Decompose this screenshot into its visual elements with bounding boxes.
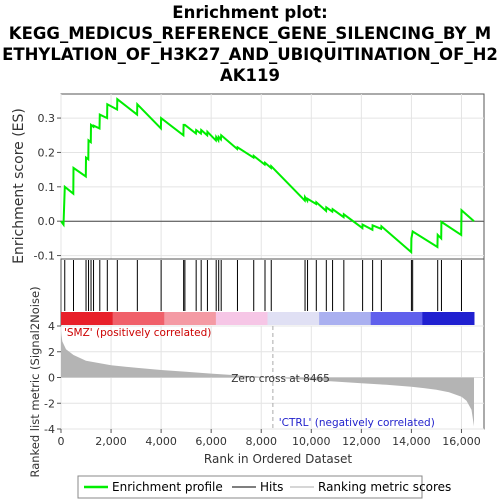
chart-title: Enrichment plot: KEGG_MEDICUS_REFERENCE_… (0, 2, 500, 86)
zero-cross-label: Zero cross at 8465 (231, 373, 330, 385)
legend-label-ranking-metric: Ranking metric scores (318, 480, 451, 494)
x-tick-label: 16,000 (442, 435, 481, 448)
title-line-2: KEGG_MEDICUS_REFERENCE_GENE_SILENCING_BY… (8, 24, 492, 43)
ranking-metric-area (61, 331, 474, 427)
x-tick-label: 0 (58, 435, 65, 448)
heatmap-segment (112, 312, 165, 325)
metric-y-ticks: -4 -2 0 2 4 (44, 320, 61, 436)
metric-tick-label: 2 (48, 346, 55, 359)
es-tick-label: 0.2 (38, 146, 56, 159)
x-tick-label: 4,000 (145, 435, 177, 448)
metric-tick-label: 0 (48, 372, 55, 385)
metric-y-axis-title: Ranked list metric (Signal2Noise) (28, 286, 42, 477)
enrichment-profile-line (60, 97, 475, 255)
title-line-1: Enrichment plot: (172, 3, 328, 22)
legend: Enrichment profile Hits Ranking metric s… (77, 475, 451, 499)
heatmap-segment (215, 312, 268, 325)
metric-tick-label: -2 (44, 397, 55, 410)
es-tick-label: -0.1 (34, 250, 55, 263)
x-ticks: 0 2,000 4,000 6,000 8,000 10,000 12,000 14,000 1… (58, 429, 481, 448)
es-tick-label: 0.0 (38, 215, 56, 228)
metric-tick-label: 4 (48, 320, 55, 333)
x-tick-label: 6,000 (195, 435, 227, 448)
es-panel-frame (60, 93, 485, 260)
x-tick-label: 2,000 (95, 435, 127, 448)
legend-label-enrichment-profile: Enrichment profile (112, 480, 223, 494)
x-axis-title: Rank in Ordered Dataset (204, 452, 352, 466)
hits-group (64, 260, 462, 311)
heatmap-segment (164, 312, 217, 325)
negative-correlation-label: 'CTRL' (negatively correlated) (279, 417, 435, 429)
positive-correlation-label: 'SMZ' (positively correlated) (64, 327, 211, 339)
x-tick-label: 10,000 (292, 435, 331, 448)
heatmap-segment (370, 312, 423, 325)
x-tick-label: 8,000 (245, 435, 277, 448)
x-tick-label: 14,000 (392, 435, 431, 448)
es-y-axis-title: Enrichment score (ES) (11, 108, 27, 264)
x-tick-label: 12,000 (342, 435, 381, 448)
es-tick-label: 0.3 (38, 112, 56, 125)
heatmap-segment (422, 312, 475, 325)
es-y-ticks: -0.1 0.0 0.1 0.2 0.3 (34, 112, 61, 263)
heatmap-segment (267, 312, 320, 325)
es-tick-label: 0.1 (38, 181, 56, 194)
heatmap-segment (319, 312, 372, 325)
legend-label-hits: Hits (260, 480, 283, 494)
title-line-4: AK119 (220, 66, 280, 85)
metric-tick-label: -4 (44, 423, 55, 436)
ranking-heatmap (61, 312, 475, 325)
title-line-3: ETHYLATION_OF_H3K27_AND_UBIQUITINATION_O… (2, 45, 498, 64)
heatmap-segment (61, 312, 114, 325)
